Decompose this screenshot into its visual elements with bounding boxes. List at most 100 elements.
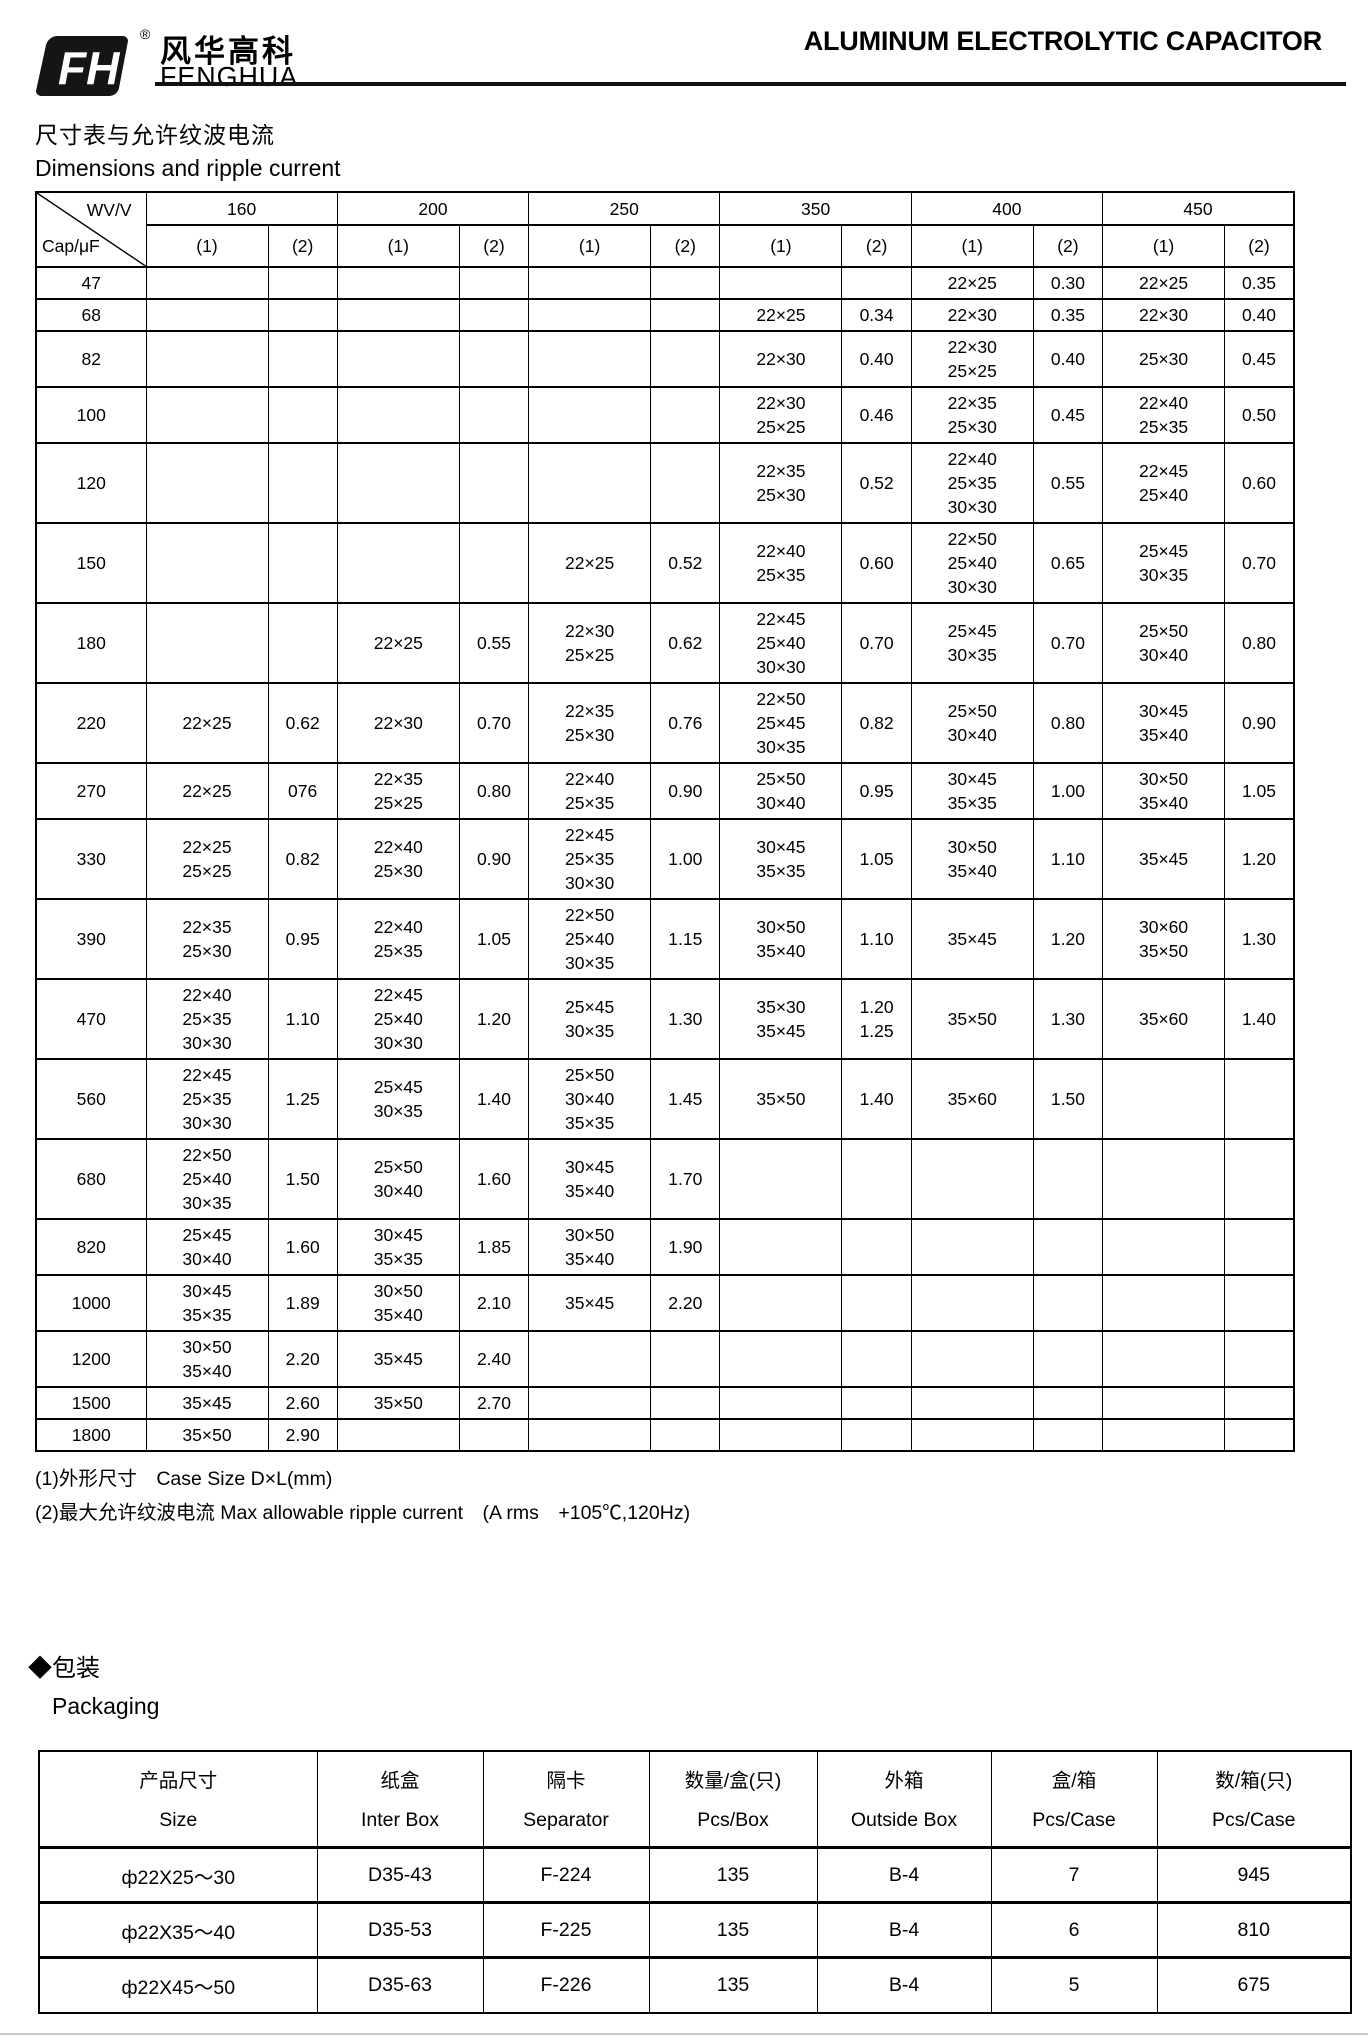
table-row: 100 22×30 25×25 0.46 22×35 25×30 0.45 22×40 2…: [35, 386, 1295, 444]
ripple-current-cell: 0.80: [1224, 602, 1295, 684]
ripple-current-cell: [267, 442, 338, 524]
case-size-cell: 22×40 25×35 30×30: [145, 978, 269, 1060]
ripple-current-cell: 1.90: [650, 1218, 721, 1276]
case-size-cell: 30×45 35×35: [336, 1218, 460, 1276]
case-size-cell: 30×50 35×40: [719, 898, 843, 980]
case-size-cell: [1102, 1418, 1226, 1452]
ripple-current-cell: 1.15: [650, 898, 721, 980]
case-size-cell: 22×25: [1102, 266, 1226, 300]
ripple-current-cell: 0.35: [1224, 266, 1295, 300]
table-row: 1500 35×45 2.60 35×50 2.70: [35, 1386, 1295, 1420]
corner-label-wvv: WV/V: [86, 200, 132, 220]
header-row-subcolumns: (1) (2) (1) (2) (1) (2) (1) (2) (1) (2) (1) (2): [36, 224, 1295, 268]
case-size-cell: 22×25: [528, 522, 652, 604]
ripple-current-cell: [1032, 1138, 1104, 1220]
case-size-cell: 35×50: [910, 978, 1034, 1060]
case-size-cell: [336, 1418, 460, 1452]
table-footnotes: (1)外形尺寸 Case Size D×L(mm) (2)最大允许纹波电流 Ma…: [35, 1462, 1368, 1530]
case-size-cell: [910, 1330, 1034, 1388]
ripple-current-cell: 1.00: [1032, 762, 1104, 820]
ripple-current-cell: 1.20: [1224, 818, 1295, 900]
ripple-current-cell: [267, 602, 338, 684]
ripple-current-cell: [267, 522, 338, 604]
ripple-current-cell: 0.82: [841, 682, 912, 764]
packaging-column-header-zh: 外箱: [884, 1770, 924, 1792]
case-size-cell: 35×60: [1102, 978, 1226, 1060]
ripple-current-cell: [841, 1330, 912, 1388]
case-size-cell: 25×45 30×35: [336, 1058, 460, 1140]
brand-name-zh: 风华高科: [160, 34, 296, 69]
sub-header-ripple: (2): [1224, 224, 1295, 268]
packaging-column-header-en: Pcs/Case: [1212, 1809, 1296, 1831]
ripple-current-cell: 0.80: [1032, 682, 1104, 764]
case-size-cell: 22×45 25×40 30×30: [336, 978, 460, 1060]
ripple-current-cell: 0.50: [1224, 386, 1295, 444]
table-row: 1800 35×50 2.90: [35, 1418, 1295, 1452]
ripple-current-cell: [841, 1386, 912, 1420]
voltage-header: 160: [145, 191, 338, 226]
packaging-cell: 7: [990, 1846, 1158, 1903]
ripple-current-cell: 1.40: [1224, 978, 1295, 1060]
ripple-current-cell: [650, 442, 721, 524]
case-size-cell: [336, 522, 460, 604]
case-size-cell: [528, 1386, 652, 1420]
cap-cell: 150: [35, 522, 147, 604]
case-size-cell: [528, 1418, 652, 1452]
cap-cell: 1000: [35, 1274, 147, 1332]
packaging-column-header-en: Pcs/Box: [697, 1809, 769, 1831]
case-size-cell: 25×50 30×40: [336, 1138, 460, 1220]
table-row: 180 22×25 0.55 22×30 25×25 0.62 22×45 25×40 3…: [35, 602, 1295, 684]
case-size-cell: 22×25: [145, 762, 269, 820]
case-size-cell: [528, 386, 652, 444]
sub-header-ripple: (2): [267, 224, 338, 268]
case-size-cell: [1102, 1058, 1226, 1140]
case-size-cell: 30×50 35×40: [1102, 762, 1226, 820]
case-size-cell: 22×45 25×40: [1102, 442, 1226, 524]
case-size-cell: [910, 1386, 1034, 1420]
case-size-cell: [145, 522, 269, 604]
case-size-cell: [145, 442, 269, 524]
cap-cell: 47: [35, 266, 147, 300]
case-size-cell: 25×45 30×35: [1102, 522, 1226, 604]
ripple-current-cell: 0.90: [458, 818, 530, 900]
sub-header-case-size: (1): [336, 224, 460, 268]
case-size-cell: 22×30 25×25: [910, 330, 1034, 388]
ripple-current-cell: 1.85: [458, 1218, 530, 1276]
packaging-cell: 135: [648, 1956, 818, 2013]
footnote-case-size: (1)外形尺寸 Case Size D×L(mm): [35, 1468, 333, 1490]
ripple-current-cell: [1224, 1218, 1295, 1276]
case-size-cell: 35×45: [528, 1274, 652, 1332]
ripple-current-cell: 076: [267, 762, 338, 820]
packaging-column-header: 数量/盒(只) Pcs/Box: [648, 1750, 818, 1849]
ripple-current-cell: 1.30: [1032, 978, 1104, 1060]
ripple-current-cell: 1.05: [841, 818, 912, 900]
logo-monogram: FH: [58, 42, 120, 94]
case-size-cell: [336, 330, 460, 388]
cap-cell: 680: [35, 1138, 147, 1220]
case-size-cell: [336, 298, 460, 332]
ripple-current-cell: [650, 386, 721, 444]
case-size-cell: 35×50: [719, 1058, 843, 1140]
case-size-cell: 22×40 25×35: [1102, 386, 1226, 444]
case-size-cell: 30×45 35×35: [719, 818, 843, 900]
case-size-cell: [528, 266, 652, 300]
sub-header-ripple: (2): [1032, 224, 1104, 268]
dimensions-section-heading: 尺寸表与允许纹波电流 Dimensions and ripple current: [35, 116, 1368, 182]
ripple-current-cell: 0.52: [650, 522, 721, 604]
ripple-current-cell: 0.34: [841, 298, 912, 332]
ripple-current-cell: 1.60: [458, 1138, 530, 1220]
packaging-cell: B-4: [816, 1846, 992, 1903]
table-row: 1000 30×45 35×35 1.89 30×50 35×40 2.10 35×45 2…: [35, 1274, 1295, 1332]
case-size-cell: [528, 1330, 652, 1388]
packaging-cell: 945: [1156, 1846, 1352, 1903]
cap-cell: 820: [35, 1218, 147, 1276]
cap-cell: 82: [35, 330, 147, 388]
packaging-cell: 810: [1156, 1901, 1352, 1958]
case-size-cell: [528, 330, 652, 388]
ripple-current-cell: 1.10: [841, 898, 912, 980]
packaging-title-zh: 包装: [52, 1655, 100, 1682]
case-size-cell: [1102, 1386, 1226, 1420]
voltage-header: 400: [910, 191, 1104, 226]
packaging-cell: 135: [648, 1846, 818, 1903]
